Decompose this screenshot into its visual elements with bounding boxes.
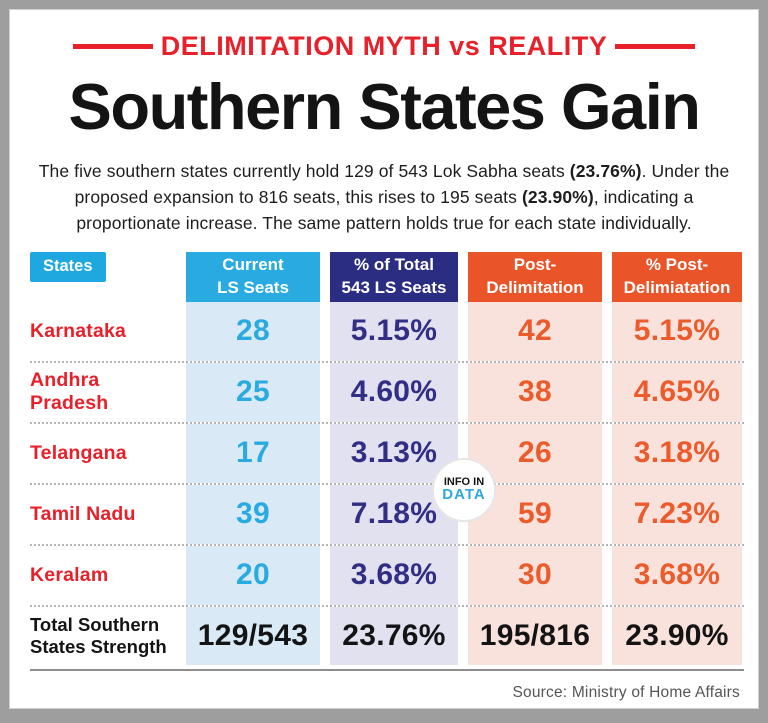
total-value-cell-current-ls-seats: 129/543: [186, 606, 320, 665]
bottom-rule: [30, 668, 744, 671]
kicker-banner: DELIMITATION MYTH vs REALITY: [10, 31, 758, 62]
intro-text: The five southern states currently hold …: [38, 160, 570, 181]
table-row: Karnataka 28 5.15% 42 5.15%: [30, 301, 744, 363]
page-title: Southern States Gain: [68, 70, 701, 143]
infoindata-logo: INFO IN DATA: [432, 457, 496, 522]
value-cell-pct-of-total-543: 5.15%: [330, 301, 458, 361]
value-cell-current-ls-seats: 20: [186, 545, 320, 605]
state-name: Keralam: [30, 563, 109, 586]
intro-text: , indicating a proportionate increase. T…: [76, 187, 694, 234]
total-value-cell-post-delimitation: 195/816: [468, 606, 602, 665]
state-name: Karnataka: [30, 319, 127, 342]
table-body: Karnataka 28 5.15% 42 5.15% Andhra Pradesh 25 4…: [30, 301, 744, 665]
data-table: States Current LS Seats% of Total 543 LS…: [30, 251, 744, 665]
column-header-pct-post-delimitation: % Post- Delimiatation: [612, 251, 742, 302]
value-cell-current-ls-seats: 17: [186, 423, 320, 483]
column-header-current-ls-seats: Current LS Seats: [186, 251, 320, 302]
kicker-dash-left: [72, 44, 153, 49]
table-row: Tamil Nadu 39 7.18% 59 7.23%: [30, 484, 744, 546]
intro-paragraph: The five southern states currently hold …: [31, 158, 737, 237]
table-row: Andhra Pradesh 25 4.60% 38 4.65%: [30, 362, 744, 424]
value-cell-pct-of-total-543: 4.60%: [330, 362, 458, 422]
value-cell-post-delimitation: 38: [468, 362, 602, 422]
intro-text: . Under the proposed expansion to 816 se…: [74, 160, 730, 207]
table-row: Keralam 20 3.68% 30 3.68%: [30, 545, 744, 607]
value-cell-current-ls-seats: 39: [186, 484, 320, 544]
states-chip: States: [30, 251, 106, 282]
state-name: Tamil Nadu: [30, 502, 136, 525]
value-cell-pct-post-delimitation: 5.15%: [612, 301, 742, 361]
column-header-post-delimitation: Post- Delimitation: [468, 251, 602, 302]
value-cell-post-delimitation: 42: [468, 301, 602, 361]
state-name: Telangana: [30, 441, 127, 464]
total-value-cell-pct-of-total-543: 23.76%: [330, 606, 458, 665]
infographic-card: DELIMITATION MYTH vs REALITY Southern St…: [9, 9, 759, 709]
value-cell-pct-of-total-543: 3.68%: [330, 545, 458, 605]
table-header-row: States Current LS Seats% of Total 543 LS…: [30, 251, 744, 302]
source-credit: Source: Ministry of Home Affairs: [512, 683, 740, 701]
total-value-cell-pct-post-delimitation: 23.90%: [612, 606, 742, 665]
intro-bold-stat: (23.76%): [569, 160, 642, 181]
states-header-cell: States: [30, 251, 176, 302]
column-header-pct-of-total-543: % of Total 543 LS Seats: [330, 251, 458, 302]
value-cell-pct-of-total-543: 7.18%: [330, 484, 458, 544]
total-row-label: Total Southern States Strength: [30, 614, 167, 657]
value-cell-pct-post-delimitation: 7.23%: [612, 484, 742, 544]
kicker-dash-right: [615, 44, 696, 49]
intro-bold-stat: (23.90%): [521, 187, 594, 207]
value-cell-current-ls-seats: 25: [186, 362, 320, 422]
kicker-title: DELIMITATION MYTH vs REALITY: [160, 31, 608, 61]
value-cell-pct-post-delimitation: 3.68%: [612, 545, 742, 605]
value-cell-current-ls-seats: 28: [186, 301, 320, 361]
logo-text-top: INFO IN: [443, 476, 485, 488]
table-row: Telangana 17 3.13% 26 3.18%: [30, 423, 744, 485]
value-cell-pct-post-delimitation: 4.65%: [612, 362, 742, 422]
logo-text-bottom: DATA: [442, 486, 486, 503]
table-total-row: Total Southern States Strength 129/543 23.…: [30, 606, 744, 665]
value-cell-pct-post-delimitation: 3.18%: [612, 423, 742, 483]
state-name: Andhra Pradesh: [30, 369, 109, 414]
value-cell-post-delimitation: 30: [468, 545, 602, 605]
